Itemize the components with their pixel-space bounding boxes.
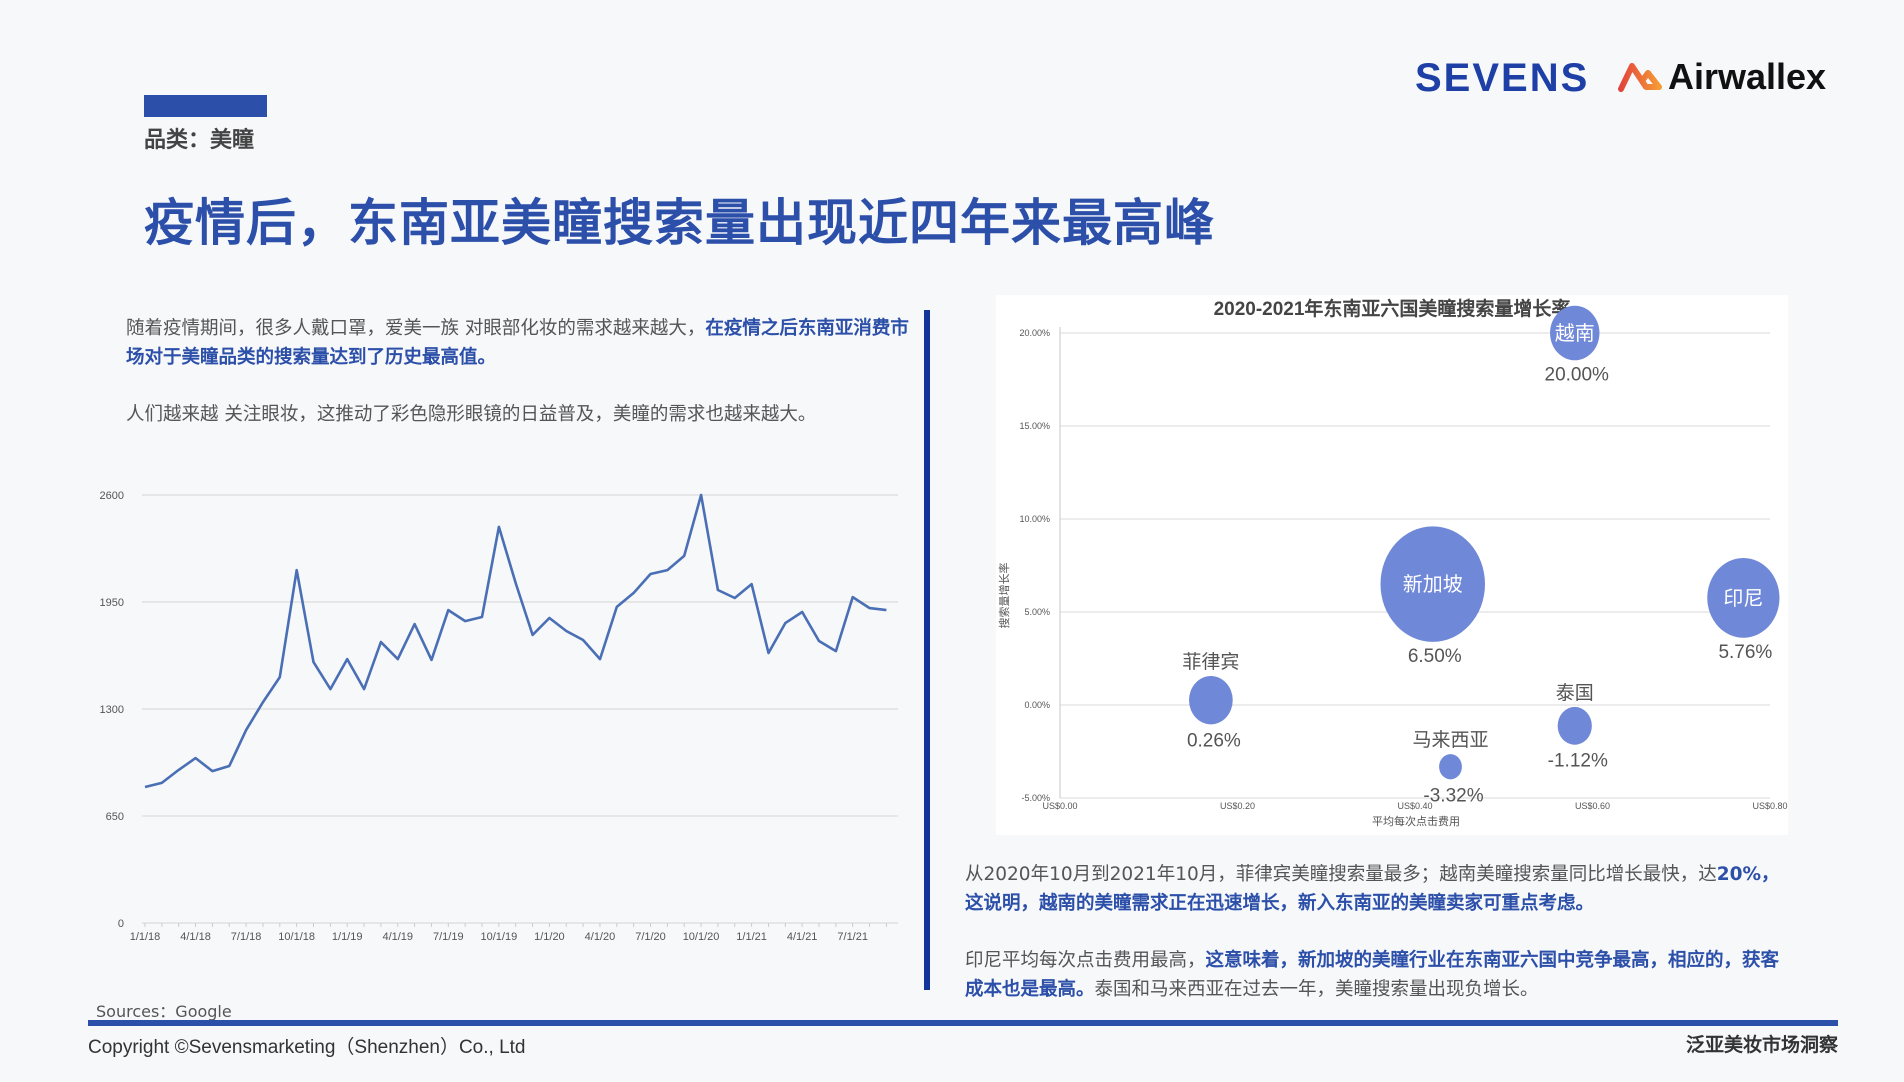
bubble-name: 菲律宾 xyxy=(1182,651,1239,673)
trend-paragraph: 人们越来越 关注眼妆，这推动了彩色隐形眼镜的日益普及，美瞳的需求也越来越大。 xyxy=(126,404,817,425)
bubble-菲律宾: 菲律宾 0.26% xyxy=(1182,651,1241,751)
bubble-circle xyxy=(1557,706,1592,745)
indonesia-tail: 泰国和马来西亚在过去一年，美瞳搜索量出现负增长。 xyxy=(1094,979,1539,1000)
x-tick-label: 10/1/18 xyxy=(278,931,315,943)
bubble-value: 0.26% xyxy=(1187,730,1241,751)
x-tick-label: US$0.00 xyxy=(1042,801,1077,811)
sevens-logo: SEVENS xyxy=(1415,56,1590,100)
category-label: 品类：美瞳 xyxy=(144,128,255,153)
bubble-chart-title: 2020-2021年东南亚六国美瞳搜索量增长率 xyxy=(1214,297,1571,320)
x-tick-label: US$0.40 xyxy=(1397,801,1432,811)
airwallex-logo: Airwallex xyxy=(1618,56,1826,98)
x-tick-label: 1/1/21 xyxy=(736,931,767,943)
bubble-name: 马来西亚 xyxy=(1412,729,1488,751)
x-tick-label: US$0.60 xyxy=(1575,801,1610,811)
line-chart-svg: 0 650 1300 1950 2600 1/1/18 4/1/18 7/1/18 10/1/1… xyxy=(100,490,898,943)
intro-paragraph: 随着疫情期间，很多人戴口罩，爱美一族 对眼部化妆的需求越来越大，在疫情之后东南亚… xyxy=(126,314,911,372)
x-tick-label: 4/1/18 xyxy=(180,931,211,943)
x-tick-label: 10/1/20 xyxy=(683,931,720,943)
search-volume-line xyxy=(144,493,887,789)
bubble-circle xyxy=(1439,754,1462,780)
indonesia-text: 印尼平均每次点击费用最高， xyxy=(965,950,1206,971)
vietnam-paragraph: 从2020年10月到2021年10月，菲律宾美瞳搜索量最多；越南美瞳搜索量同比增… xyxy=(965,860,1795,918)
bubble-泰国: 泰国 -1.12% xyxy=(1548,682,1608,772)
sources-note: Sources：Google xyxy=(96,1002,232,1021)
y-tick-label: 2600 xyxy=(100,490,124,502)
y-tick-label: 0 xyxy=(118,918,124,930)
vietnam-highlight: 20%，这说明，越南的美瞳需求正在迅速增长，新入东南亚的美瞳卖家可重点考虑。 xyxy=(965,864,1780,914)
indonesia-highlight: 这意味着，新加坡的美瞳行业在东南亚六国中竞争最高，相应的，获客成本也是最高。 xyxy=(965,950,1780,1000)
growth-bubble-chart: 2020-2021年东南亚六国美瞳搜索量增长率 -5.00% 0.00% 5.00% 1… xyxy=(996,295,1788,835)
bubble-马来西亚: 马来西亚 -3.32% xyxy=(1412,729,1488,806)
y-tick-label: 10.00% xyxy=(1019,514,1050,524)
bubble-value: 5.76% xyxy=(1718,642,1772,663)
bubble-name: 泰国 xyxy=(1556,682,1594,704)
x-tick-label: 4/1/19 xyxy=(382,931,413,943)
x-tick-label: 1/1/19 xyxy=(332,931,363,943)
y-tick-label: -5.00% xyxy=(1021,793,1050,803)
intro-text: 随着疫情期间，很多人戴口罩，爱美一族 对眼部化妆的需求越来越大， xyxy=(126,318,706,339)
y-tick-label: 0.00% xyxy=(1024,700,1050,710)
page-title: 疫情后，东南亚美瞳搜索量出现近四年来最高峰 xyxy=(144,194,1215,252)
bubble-circle xyxy=(1380,526,1485,642)
x-tick-label: US$0.80 xyxy=(1752,801,1787,811)
y-tick-label: 15.00% xyxy=(1019,421,1050,431)
bubble-circle xyxy=(1189,676,1233,725)
bubble-越南: 越南 20.00% xyxy=(1545,305,1610,385)
airwallex-mark-icon xyxy=(1618,63,1662,92)
x-axis-title: 平均每次点击费用 xyxy=(1372,814,1460,828)
intro-highlight: 在疫情之后东南亚消费市场对于美瞳品类的搜索量达到了历史最高值。 xyxy=(126,318,909,368)
y-tick-label: 1950 xyxy=(100,597,124,609)
bubble-印尼: 印尼 5.76% xyxy=(1707,557,1780,663)
search-volume-line-chart: 0 650 1300 1950 2600 1/1/18 4/1/18 7/1/18 10/1/1… xyxy=(90,480,910,954)
bubble-name: 新加坡 xyxy=(1403,573,1463,596)
bubble-name: 越南 xyxy=(1555,322,1595,345)
bubble-circle xyxy=(1707,557,1780,638)
x-tick-label: 10/1/19 xyxy=(480,931,517,943)
y-tick-label: 5.00% xyxy=(1024,607,1050,617)
copyright: Copyright ©Sevensmarketing（Shenzhen）Co.,… xyxy=(88,1037,526,1058)
vertical-divider xyxy=(924,310,930,990)
y-tick-label: 650 xyxy=(106,811,124,823)
airwallex-wordmark: Airwallex xyxy=(1668,56,1827,97)
y-tick-label: 20.00% xyxy=(1019,328,1050,338)
x-tick-label: 1/1/20 xyxy=(534,931,565,943)
x-tick-label: 1/1/18 xyxy=(130,931,161,943)
accent-bar xyxy=(144,95,267,117)
footer-bar xyxy=(88,1020,1838,1026)
y-tick-label: 1300 xyxy=(100,704,124,716)
x-tick-label: 4/1/21 xyxy=(787,931,818,943)
x-tick-label: 7/1/20 xyxy=(635,931,666,943)
bubble-chart-svg: 2020-2021年东南亚六国美瞳搜索量增长率 -5.00% 0.00% 5.00% 1… xyxy=(997,297,1788,828)
bubble-circle xyxy=(1550,305,1600,361)
bubble-新加坡: 新加坡 6.50% xyxy=(1380,526,1485,667)
x-tick-label: 4/1/20 xyxy=(585,931,616,943)
indonesia-paragraph: 印尼平均每次点击费用最高，这意味着，新加坡的美瞳行业在东南亚六国中竞争最高，相应… xyxy=(965,946,1795,1004)
y-axis-title: 搜索量增长率 xyxy=(997,563,1011,629)
bubble-name: 印尼 xyxy=(1723,587,1763,610)
x-tick-label: 7/1/18 xyxy=(231,931,262,943)
x-tick-label: 7/1/19 xyxy=(433,931,464,943)
bubble-value: -1.12% xyxy=(1548,751,1608,772)
bubble-value: 20.00% xyxy=(1545,364,1610,385)
bubble-value: 6.50% xyxy=(1408,646,1462,667)
x-tick-label: US$0.20 xyxy=(1220,801,1255,811)
report-name: 泛亚美妆市场洞察 xyxy=(1685,1034,1838,1056)
x-tick-label: 7/1/21 xyxy=(837,931,868,943)
vietnam-text: 从2020年10月到2021年10月，菲律宾美瞳搜索量最多；越南美瞳搜索量同比增… xyxy=(965,864,1717,885)
bubble-value: -3.32% xyxy=(1423,785,1483,806)
